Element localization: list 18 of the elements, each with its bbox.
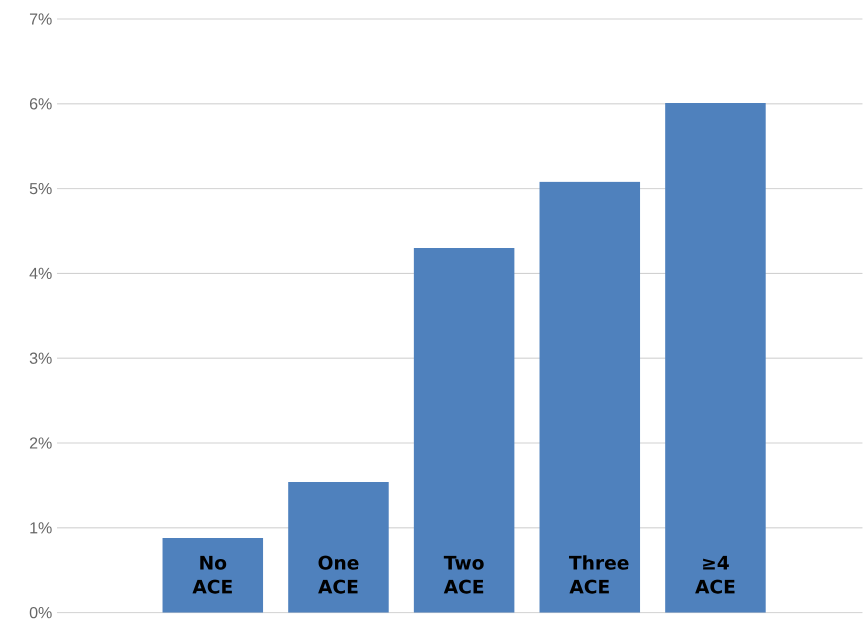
y-tick-label: 0% [30, 607, 52, 618]
x-tick-label: No ACE [192, 556, 232, 594]
bar [288, 482, 389, 613]
bar [665, 103, 766, 613]
bar [540, 182, 640, 613]
x-tick-label: Three ACE [569, 555, 629, 594]
y-tick-label: 2% [30, 438, 52, 449]
y-tick-label: 1% [30, 522, 52, 534]
y-tick-label: 7% [30, 14, 52, 25]
y-tick-label: 3% [30, 352, 52, 364]
y-tick-label: 4% [30, 268, 52, 280]
bar [162, 538, 264, 613]
bar [414, 248, 514, 613]
x-tick-label: One ACE [318, 556, 358, 594]
x-tick-label: ≥4 ACE [695, 556, 735, 594]
y-tick-label: 6% [30, 98, 52, 110]
x-tick-label: Two ACE [444, 556, 484, 594]
y-tick-label: 5% [30, 183, 52, 194]
